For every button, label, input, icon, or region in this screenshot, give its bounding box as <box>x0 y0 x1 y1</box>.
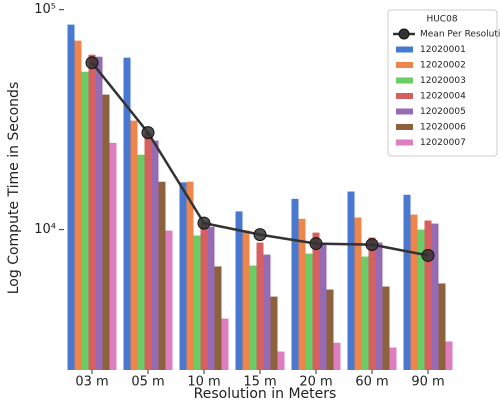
y-tick-label: 10⁴ <box>34 222 56 237</box>
bar <box>165 230 173 370</box>
x-tick-label: 60 m <box>355 375 388 390</box>
mean-marker <box>253 228 267 242</box>
bar <box>361 256 369 370</box>
bar <box>67 24 75 370</box>
bar <box>375 242 383 370</box>
legend-title: HUC08 <box>426 15 457 25</box>
bar <box>445 341 453 370</box>
x-tick-label: 05 m <box>131 375 164 390</box>
mean-marker <box>309 237 323 251</box>
bar <box>137 154 145 370</box>
y-axis-label: Log Compute Time in Seconds <box>6 82 22 295</box>
bar <box>130 120 138 371</box>
legend-box <box>387 9 498 157</box>
bar <box>144 132 152 370</box>
bar <box>354 217 362 370</box>
legend-label: 12020007 <box>420 138 466 148</box>
bar <box>193 235 201 370</box>
mean-marker <box>141 126 155 140</box>
legend-swatch <box>396 124 413 130</box>
bar <box>333 342 341 370</box>
bar <box>102 94 110 370</box>
legend-label: 12020001 <box>420 45 466 55</box>
legend-swatch <box>396 139 413 146</box>
x-tick-label: 10 m <box>187 375 220 390</box>
bar <box>88 54 96 371</box>
legend-label: 12020006 <box>420 123 466 133</box>
bar <box>410 214 418 370</box>
bar <box>95 56 103 370</box>
bar <box>424 220 432 370</box>
bar <box>319 242 327 370</box>
legend-swatch <box>396 93 413 99</box>
legend-swatch <box>396 62 413 68</box>
bar <box>270 296 278 370</box>
y-tick-label: 10⁵ <box>34 2 56 17</box>
bar <box>81 71 89 371</box>
bar <box>74 40 82 371</box>
x-tick-label: 15 m <box>243 375 276 390</box>
legend-label: Mean Per Resolution <box>420 30 500 40</box>
bar <box>263 254 271 370</box>
legend-label: 12020003 <box>420 76 466 86</box>
bar <box>291 198 299 370</box>
mean-marker <box>365 238 379 252</box>
bar <box>305 253 313 370</box>
bar <box>179 182 187 370</box>
bar <box>368 237 376 370</box>
bar <box>235 211 243 370</box>
bar <box>256 242 264 370</box>
bar <box>151 140 159 370</box>
bar <box>431 223 439 370</box>
x-axis-label: Resolution in Meters <box>194 386 337 402</box>
mean-marker <box>197 216 211 230</box>
bar <box>207 226 215 370</box>
bar <box>277 351 285 370</box>
bar <box>417 229 425 370</box>
mean-marker <box>421 248 435 262</box>
legend-swatch <box>396 46 413 53</box>
mean-marker <box>85 56 99 70</box>
legend-swatch <box>396 108 413 115</box>
bar <box>403 194 411 370</box>
bar <box>382 286 390 370</box>
bar <box>438 283 446 370</box>
bar <box>242 230 250 370</box>
legend-label: 12020002 <box>420 61 466 71</box>
bar <box>326 289 334 370</box>
legend-label: 12020004 <box>420 92 466 102</box>
bar <box>249 265 257 370</box>
bar <box>389 347 397 370</box>
x-tick-label: 20 m <box>299 375 332 390</box>
bar <box>312 232 320 370</box>
legend-marker <box>398 28 410 40</box>
x-tick-label: 03 m <box>75 375 108 390</box>
bar <box>123 57 131 371</box>
legend-label: 12020005 <box>420 107 466 117</box>
bar <box>298 218 306 370</box>
bar <box>347 191 355 370</box>
bar <box>109 142 117 370</box>
bar <box>221 318 229 370</box>
bar <box>200 221 208 370</box>
bar <box>158 181 166 370</box>
bar <box>214 266 222 370</box>
legend-swatch <box>396 77 413 84</box>
x-tick-label: 90 m <box>411 375 444 390</box>
bar <box>186 181 194 370</box>
